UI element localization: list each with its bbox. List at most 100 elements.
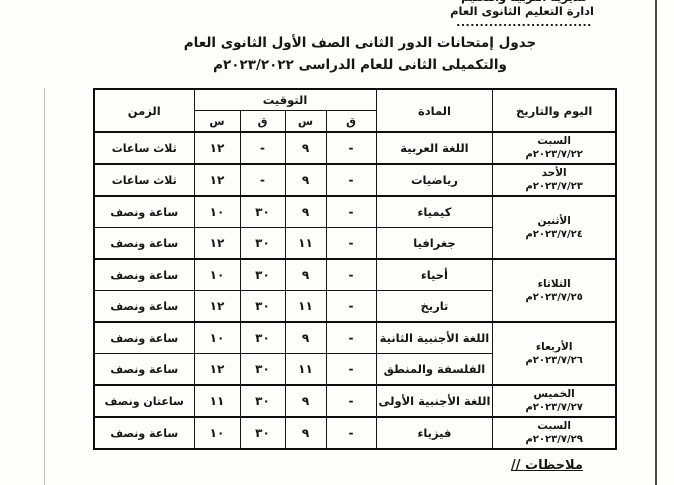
subheader-end-minutes: ق [239,110,286,133]
day-name: الأربعاء [535,340,573,353]
schedule-title-line1: جدول إمتحانات الدور الثانى الصف الأول ال… [183,35,537,51]
day-name: الخميس [533,388,575,401]
duration-cell: ساعة ونصف [93,227,195,260]
subject-cell: اللغة العربية [375,131,494,165]
start-hours-cell: ٩ [284,195,327,228]
end-minutes-cell: ٣٠ [239,321,286,354]
start-hours-cell: ٩ [284,321,327,354]
end-minutes-cell: ٣٠ [239,416,286,450]
subject-cell: اللغة الأجنبية الأولى [375,384,494,418]
table-row: الأثنين ٢٠٢٣/٧/٢٤م كيمياء - ٩ ٣٠ ١٠ ساعة… [93,195,617,260]
start-hours-cell: ٩ [284,163,327,197]
header-day-date: اليوم والتاريخ [492,88,617,133]
start-hours-cell: ٩ [284,131,327,165]
day-date: ٢٠٢٣/٧/٢٩م [525,434,583,446]
start-minutes-cell: - [325,416,377,450]
notes-label: ملاحظات // [511,458,583,473]
start-minutes-cell: - [325,384,377,418]
day-date: ٢٠٢٣/٧/٢٤م [525,228,583,240]
subject-cell: أحياء [375,258,494,291]
end-minutes-cell: ٣٠ [239,353,286,386]
day-date: ٢٠٢٣/٧/٢٥م [525,291,583,303]
end-minutes-cell: ٣٠ [239,195,286,228]
end-hours-cell: ١٠ [193,321,241,354]
day-name: الأحد [541,167,567,180]
end-hours-cell: ١٠ [193,258,241,291]
end-hours-cell: ١٢ [193,131,241,165]
subject-cell: اللغة الأجنبية الثانية [375,321,494,354]
day-date: ٢٠٢٣/٧/٢٦م [525,354,583,366]
duration-cell: ساعة ونصف [93,195,195,228]
header-subject: المادة [375,88,494,133]
start-minutes-cell: - [325,131,377,165]
end-minutes-cell: ٣٠ [239,258,286,291]
subject-cell: فيزياء [375,416,494,450]
start-minutes-cell: - [325,290,377,323]
exam-schedule-table: اليوم والتاريخ المادة التوقيت الزمن ق س … [93,88,617,450]
end-hours-cell: ١٠ [193,195,241,228]
subject-cell: رياضيات [375,163,494,197]
day-date-cell: الأحد ٢٠٢٣/٧/٢٣م [492,163,617,197]
day-date: ٢٠٢٣/٧/٢٣م [525,181,583,193]
day-date-cell: السبت ٢٠٢٣/٧/٢٢م [492,131,617,165]
subheader-start-hours: س [284,110,327,133]
end-hours-cell: ١٠ [193,416,241,450]
day-date: ٢٠٢٣/٧/٢٧م [525,402,583,414]
end-minutes-cell: - [239,131,286,165]
day-date-cell: الثلاثاء ٢٠٢٣/٧/٢٥م [492,258,617,323]
day-name: السبت [537,135,571,148]
subheader-start-minutes: ق [325,110,377,133]
duration-cell: ساعة ونصف [93,258,195,291]
day-date-cell: الأربعاء ٢٠٢٣/٧/٢٦م [492,321,617,386]
start-minutes-cell: - [325,195,377,228]
day-date-cell: الخميس ٢٠٢٣/٧/٢٧م [492,384,617,418]
schedule-title: جدول إمتحانات الدور الثانى الصف الأول ال… [140,33,580,76]
subheader-end-hours: س [193,110,241,133]
directorate-name: مديرية التربية والتعليم [454,0,594,4]
start-minutes-cell: - [325,227,377,260]
header-duration: الزمن [93,88,195,133]
letterhead: مديرية التربية والتعليم ادارة التعليم ال… [450,0,594,27]
table-row: السبت ٢٠٢٣/٧/٢٩م فيزياء - ٩ ٣٠ ١٠ ساعة و… [93,416,617,450]
day-name: الثلاثاء [537,277,571,290]
end-minutes-cell: ٣٠ [239,227,286,260]
letterhead-divider-dots: ............................. [456,19,592,27]
start-minutes-cell: - [325,163,377,197]
day-date: ٢٠٢٣/٧/٢٢م [525,149,583,161]
end-minutes-cell: ٣٠ [239,290,286,323]
table-row: السبت ٢٠٢٣/٧/٢٢م اللغة العربية - ٩ - ١٢ … [93,131,617,165]
start-minutes-cell: - [325,258,377,291]
table-row: الخميس ٢٠٢٣/٧/٢٧م اللغة الأجنبية الأولى … [93,384,617,418]
start-hours-cell: ٩ [284,416,327,450]
table-row: جغرافيا - ١١ ٣٠ ١٢ ساعة ونصف [93,227,616,260]
duration-cell: ساعة ونصف [93,353,195,386]
start-minutes-cell: - [325,353,377,386]
duration-cell: ساعة ونصف [93,416,195,450]
day-date-cell: الأثنين ٢٠٢٣/٧/٢٤م [492,195,617,260]
end-hours-cell: ١٢ [193,353,241,386]
schedule-title-line2: والتكميلى الثانى للعام الدراسى ٢٠٢٣/٢٠٢٢… [213,56,507,73]
subject-cell: الفلسفة والمنطق [375,353,494,386]
start-hours-cell: ١١ [284,290,327,323]
subject-cell: جغرافيا [375,227,494,260]
subject-cell: كيمياء [375,195,494,228]
start-hours-cell: ١١ [284,353,327,386]
table-row: الأربعاء ٢٠٢٣/٧/٢٦م اللغة الأجنبية الثان… [93,321,617,386]
day-date-cell: السبت ٢٠٢٣/٧/٢٩م [492,416,617,450]
duration-cell: ساعتان ونصف [93,384,195,418]
header-timing: التوقيت [193,88,377,111]
end-minutes-cell: ٣٠ [239,384,286,418]
duration-cell: ساعة ونصف [93,290,195,323]
duration-cell: ثلاث ساعات [93,163,195,197]
start-hours-cell: ٩ [284,258,327,291]
duration-cell: ثلاث ساعات [93,131,195,165]
administration-name: ادارة التعليم الثانوى العام [450,4,594,18]
subject-cell: تاريخ [375,290,494,323]
day-name: الأثنين [537,214,571,227]
table-row: الأحد ٢٠٢٣/٧/٢٣م رياضيات - ٩ - ١٢ ثلاث س… [93,163,617,197]
start-minutes-cell: - [325,321,377,354]
start-hours-cell: ١١ [284,227,327,260]
end-hours-cell: ١٢ [193,227,241,260]
start-hours-cell: ٩ [284,384,327,418]
